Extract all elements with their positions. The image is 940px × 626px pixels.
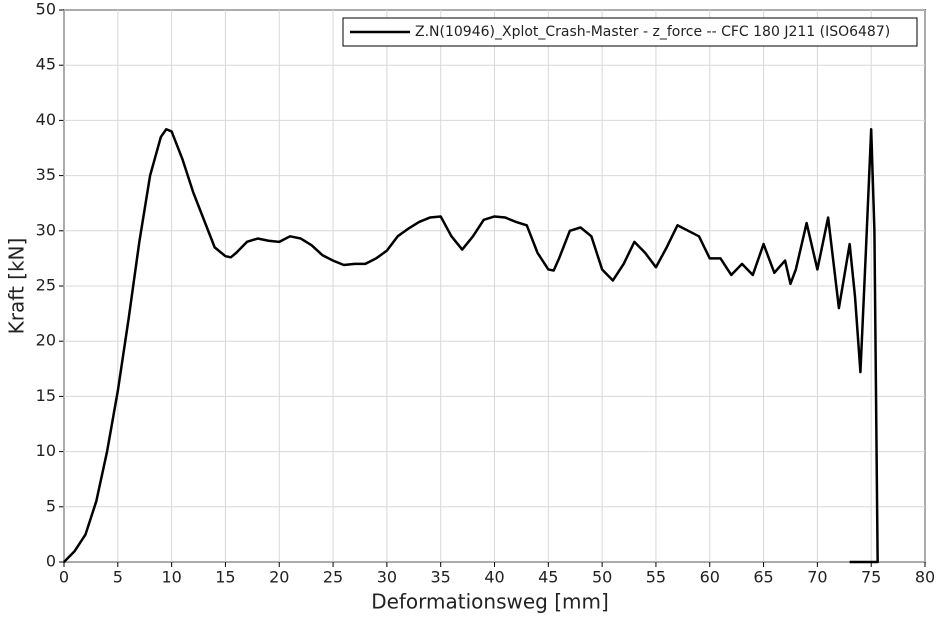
x-tick-label: 40	[484, 568, 504, 587]
x-tick-label: 30	[377, 568, 397, 587]
y-tick-label: 30	[36, 220, 56, 239]
x-tick-label: 60	[700, 568, 720, 587]
y-tick-label: 40	[36, 110, 56, 129]
y-tick-label: 35	[36, 165, 56, 184]
y-tick-label: 45	[36, 55, 56, 74]
y-tick-label: 50	[36, 0, 56, 19]
x-tick-label: 25	[323, 568, 343, 587]
x-tick-label: 75	[861, 568, 881, 587]
y-tick-label: 20	[36, 331, 56, 350]
y-tick-label: 0	[46, 552, 56, 571]
x-tick-label: 70	[807, 568, 827, 587]
series-line	[63, 127, 879, 564]
x-tick-label: 65	[753, 568, 773, 587]
x-tick-label: 0	[59, 568, 69, 587]
y-tick-label: 5	[46, 496, 56, 515]
x-tick-label: 15	[215, 568, 235, 587]
x-tick-label: 20	[269, 568, 289, 587]
y-tick-label: 15	[36, 386, 56, 405]
x-tick-label: 45	[538, 568, 558, 587]
x-tick-label: 50	[592, 568, 612, 587]
x-tick-label: 35	[431, 568, 451, 587]
legend-box	[342, 17, 918, 47]
y-axis-label: Kraft [kN]	[5, 238, 29, 335]
y-tick-label: 25	[36, 276, 56, 295]
x-tick-label: 10	[161, 568, 181, 587]
y-tick-label: 10	[36, 441, 56, 460]
x-tick-label: 80	[915, 568, 935, 587]
x-tick-label: 55	[646, 568, 666, 587]
x-tick-label: 5	[113, 568, 123, 587]
legend-label: Z.N(10946)_Xplot_Crash-Master - z_force …	[415, 24, 890, 40]
x-axis-label: Deformationsweg [mm]	[371, 590, 609, 614]
